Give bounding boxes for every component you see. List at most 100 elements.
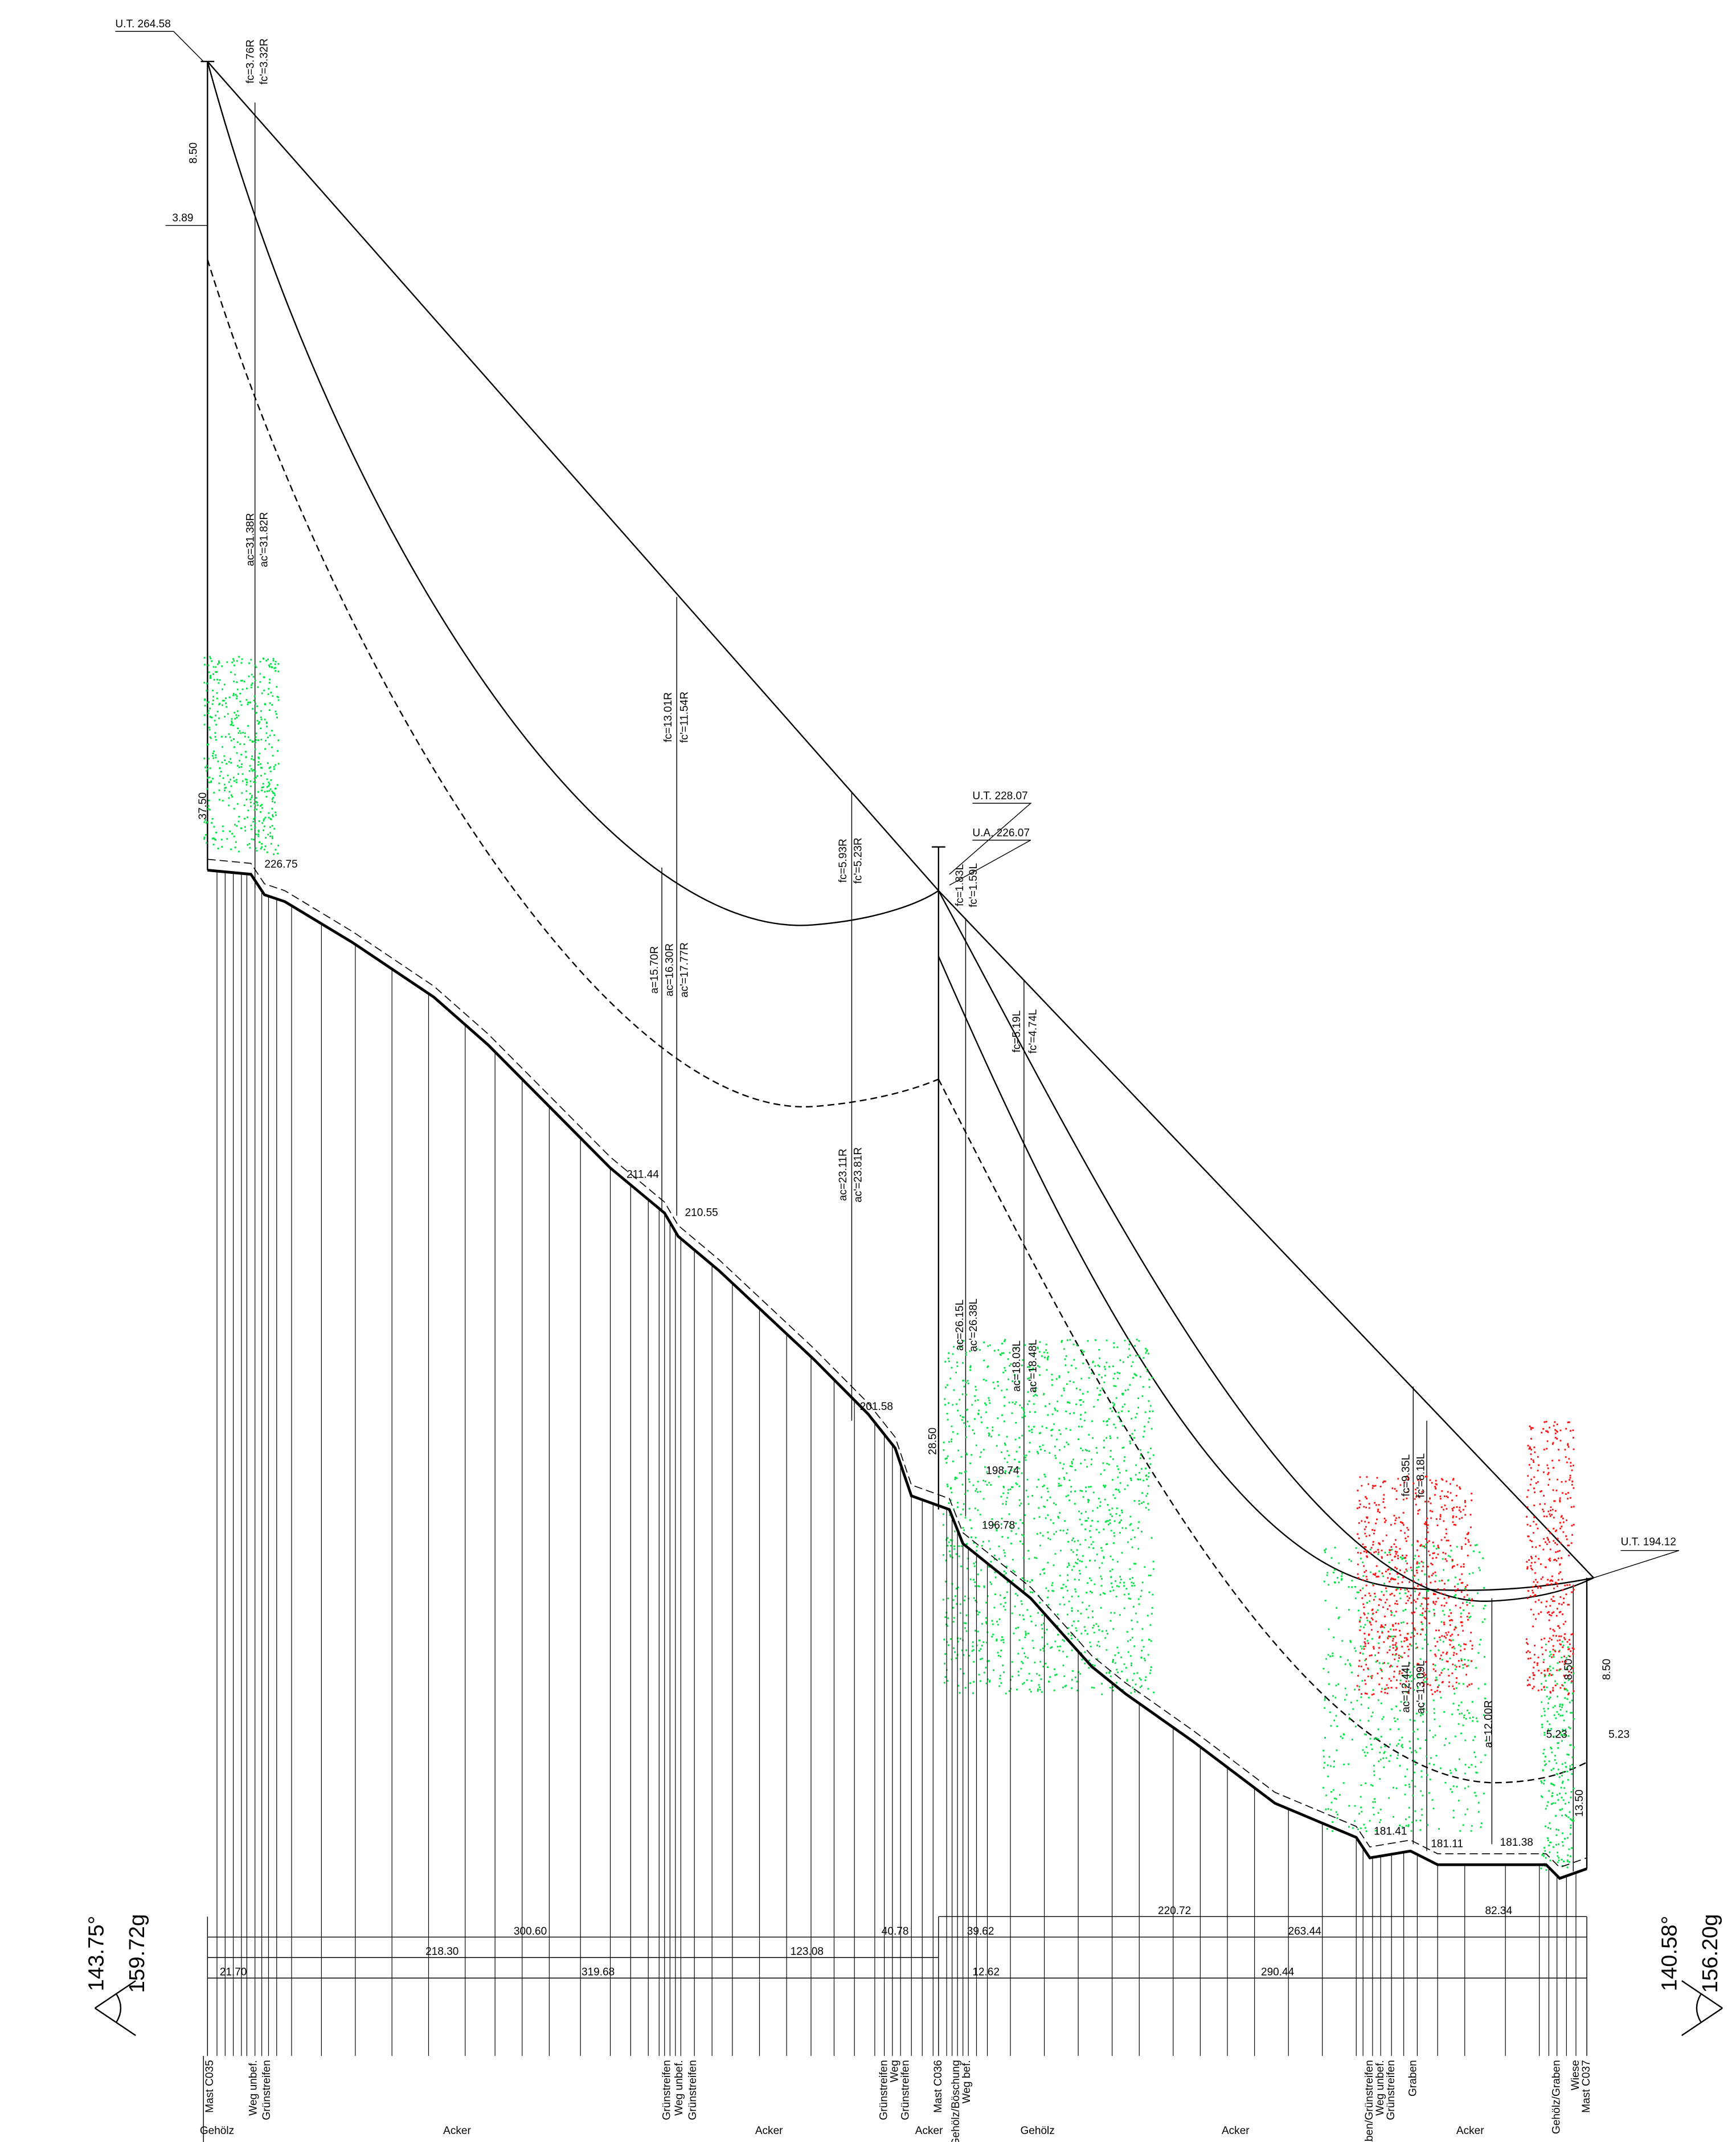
vegetation-dot — [1048, 1681, 1050, 1683]
vegetation-dot — [1568, 1726, 1570, 1728]
vegetation-dot — [1541, 1490, 1542, 1492]
vegetation-dot — [944, 1398, 946, 1400]
vegetation-dot — [211, 660, 213, 663]
vegetation-dot — [1564, 1838, 1566, 1840]
vegetation-dot — [249, 798, 252, 800]
vegetation-dot — [1045, 1349, 1047, 1351]
vegetation-dot — [1384, 1521, 1386, 1523]
vegetation-dot — [238, 766, 240, 768]
vegetation-dot — [233, 835, 235, 837]
vegetation-dot — [1416, 1561, 1418, 1563]
vegetation-dot — [945, 1580, 947, 1583]
vegetation-dot — [1365, 1734, 1367, 1736]
vegetation-dot — [1328, 1756, 1330, 1758]
vegetation-dot — [1352, 1708, 1354, 1710]
vegetation-dot — [226, 661, 228, 663]
vegetation-dot — [1037, 1612, 1039, 1614]
vegetation-dot — [1427, 1590, 1429, 1592]
vegetation-dot — [1558, 1635, 1560, 1637]
vegetation-dot — [1362, 1587, 1364, 1589]
vegetation-dot — [1422, 1597, 1424, 1599]
vegetation-dot — [264, 791, 266, 793]
vegetation-dot — [1452, 1663, 1454, 1666]
vegetation-dot — [1562, 1601, 1565, 1604]
vegetation-dot — [1055, 1531, 1057, 1533]
vegetation-dot — [1117, 1412, 1120, 1413]
vegetation-dot — [1557, 1768, 1559, 1771]
vegetation-dot — [1099, 1501, 1102, 1503]
vegetation-dot — [1365, 1526, 1367, 1528]
vegetation-dot — [1571, 1534, 1574, 1536]
vegetation-dot — [1043, 1568, 1045, 1570]
vegetation-dot — [1552, 1596, 1554, 1598]
vegetation-dot — [1545, 1680, 1547, 1682]
vegetation-dot — [254, 782, 256, 783]
vegetation-dot — [260, 848, 262, 850]
vegetation-dot — [1404, 1776, 1406, 1777]
vegetation-dot — [1567, 1779, 1569, 1781]
vegetation-dot — [1123, 1446, 1125, 1449]
vegetation-dot — [1537, 1469, 1539, 1471]
vegetation-dot — [1463, 1563, 1465, 1565]
vegetation-dot — [1547, 1837, 1549, 1839]
vegetation-dot — [977, 1481, 979, 1483]
crossing-label: Wiese — [1570, 2060, 1582, 2090]
vegetation-dot — [1463, 1716, 1465, 1719]
vegetation-dot — [221, 761, 223, 763]
vegetation-dot — [1397, 1558, 1399, 1560]
vegetation-dot — [1554, 1649, 1556, 1652]
vegetation-dot — [1092, 1547, 1094, 1550]
vegetation-dot — [1070, 1637, 1072, 1640]
vegetation-dot — [1402, 1609, 1405, 1612]
vegetation-dot — [1366, 1516, 1369, 1518]
vegetation-dot — [1443, 1597, 1446, 1600]
vegetation-dot — [1115, 1426, 1117, 1429]
vegetation-dot — [206, 689, 208, 692]
vegetation-dot — [1562, 1531, 1565, 1533]
vegetation-dot — [1334, 1697, 1337, 1699]
vegetation-dot — [1552, 1690, 1554, 1692]
vegetation-dot — [263, 786, 264, 788]
vegetation-dot — [1569, 1767, 1571, 1769]
vegetation-dot — [1446, 1480, 1448, 1482]
vegetation-dot — [1543, 1847, 1545, 1849]
vegetation-dot — [1460, 1621, 1463, 1623]
vegetation-dot — [1538, 1558, 1540, 1560]
vegetation-dot — [988, 1432, 990, 1434]
vegetation-dot — [1065, 1585, 1067, 1588]
vegetation-dot — [1527, 1445, 1529, 1446]
vegetation-dot — [1148, 1475, 1149, 1478]
vegetation-dot — [1569, 1727, 1571, 1730]
vegetation-dot — [1148, 1352, 1149, 1355]
vegetation-dot — [1393, 1595, 1395, 1597]
vegetation-dot — [1112, 1659, 1114, 1661]
vegetation-dot — [1459, 1579, 1461, 1581]
vegetation-dot — [1366, 1556, 1368, 1558]
vegetation-dot — [1450, 1492, 1452, 1494]
vegetation-dot — [1537, 1481, 1539, 1483]
vegetation-dot — [1572, 1667, 1574, 1669]
vegetation-dot — [1112, 1458, 1114, 1460]
vegetation-dot — [1076, 1638, 1079, 1641]
vegetation-dot — [1386, 1554, 1389, 1556]
vegetation-dot — [251, 758, 253, 760]
vegetation-dot — [1466, 1584, 1468, 1587]
vegetation-dot — [1547, 1583, 1549, 1585]
vegetation-dot — [203, 664, 206, 666]
vegetation-dot — [1569, 1474, 1571, 1477]
vegetation-dot — [1569, 1811, 1571, 1813]
vegetation-dot — [1567, 1693, 1569, 1695]
vegetation-dot — [1113, 1342, 1115, 1344]
vegetation-dot — [241, 658, 243, 660]
vegetation-dot — [1547, 1510, 1550, 1513]
vegetation-dot — [1533, 1595, 1536, 1597]
vegetation-dot — [951, 1438, 953, 1440]
vegetation-dot — [952, 1599, 955, 1601]
vegetation-dot — [1549, 1513, 1551, 1515]
vegetation-dot — [1364, 1595, 1366, 1597]
vegetation-dot — [1556, 1669, 1558, 1671]
vegetation-dot — [1543, 1686, 1545, 1689]
vegetation-dot — [984, 1480, 986, 1482]
vegetation-dot — [1406, 1527, 1409, 1529]
vegetation-dot — [1402, 1576, 1405, 1579]
